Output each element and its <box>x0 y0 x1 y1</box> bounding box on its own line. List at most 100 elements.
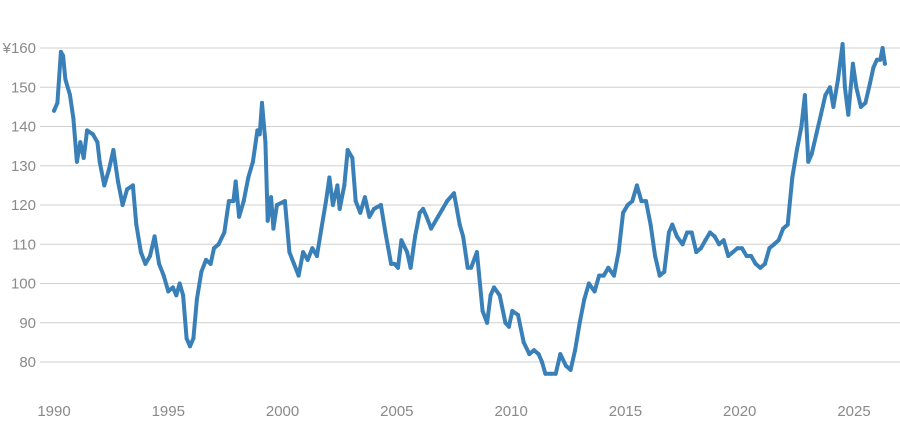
data-point <box>330 203 335 207</box>
data-point <box>327 175 332 180</box>
data-point <box>828 85 832 90</box>
data-point <box>335 183 340 188</box>
data-point <box>568 367 573 372</box>
data-point <box>399 238 404 243</box>
data-point <box>840 42 845 47</box>
data-point <box>367 214 372 219</box>
data-point <box>424 214 429 219</box>
data-point <box>726 254 731 258</box>
data-point <box>653 254 658 258</box>
data-point <box>188 344 192 349</box>
data-point <box>553 371 558 376</box>
data-point <box>421 206 426 211</box>
data-point <box>296 273 301 278</box>
data-point <box>823 93 828 98</box>
data-point <box>383 230 388 235</box>
data-point <box>417 210 422 215</box>
data-point <box>345 148 350 152</box>
gridlines <box>40 47 900 363</box>
x-tick-label: 1990 <box>37 403 70 420</box>
data-point <box>389 261 394 266</box>
data-point <box>744 254 749 258</box>
data-point <box>97 159 102 164</box>
data-point <box>488 293 493 298</box>
data-point <box>850 61 855 66</box>
data-point <box>138 250 143 255</box>
data-point <box>666 230 671 235</box>
y-tick-label: 100 <box>11 276 36 293</box>
data-point <box>753 261 758 266</box>
data-point <box>237 214 242 219</box>
data-point <box>540 360 544 364</box>
data-point <box>630 199 635 204</box>
data-point <box>74 159 79 164</box>
data-point <box>319 226 324 231</box>
x-tick-label: 2005 <box>380 403 413 420</box>
data-point <box>694 250 699 255</box>
data-point <box>648 222 653 227</box>
data-point <box>305 257 310 262</box>
data-point <box>712 234 717 239</box>
y-axis-labels: ¥160 150 140 130 120 110 100 90 80 <box>2 40 36 371</box>
data-point <box>116 179 120 184</box>
x-tick-label: 2010 <box>494 403 527 420</box>
x-tick-label: 2025 <box>837 403 870 420</box>
data-point <box>740 246 744 251</box>
data-point <box>634 183 639 188</box>
data-point <box>532 348 536 353</box>
x-tick-label: 2015 <box>609 403 642 420</box>
data-point <box>772 242 776 247</box>
data-point <box>781 226 786 231</box>
data-point <box>880 46 885 50</box>
data-point <box>806 159 811 164</box>
data-point <box>216 242 221 247</box>
data-point <box>212 246 216 251</box>
data-point <box>521 340 526 345</box>
data-point <box>372 206 376 211</box>
data-point <box>95 140 100 145</box>
data-point <box>863 100 868 105</box>
data-point <box>749 254 754 258</box>
data-point <box>350 155 355 160</box>
y-tick-label: 140 <box>11 119 36 136</box>
x-tick-label: 1995 <box>152 403 185 420</box>
data-point <box>78 140 83 145</box>
data-point <box>314 254 319 258</box>
data-point <box>358 210 363 215</box>
data-point <box>680 242 685 247</box>
y-tick-label: 150 <box>11 79 36 96</box>
data-point <box>269 195 274 200</box>
data-point <box>233 179 238 184</box>
data-point <box>858 104 863 109</box>
data-point <box>842 85 847 90</box>
data-point <box>767 246 772 251</box>
data-point <box>698 246 703 251</box>
data-point <box>222 230 227 235</box>
data-point <box>597 273 602 278</box>
data-point <box>854 85 859 90</box>
x-axis-labels: 1990 1995 2000 2005 2010 2015 2020 2025 <box>37 403 870 420</box>
data-point <box>606 265 611 270</box>
data-point <box>790 175 795 180</box>
data-point <box>194 297 199 302</box>
data-point <box>878 57 883 62</box>
data-point <box>871 65 876 70</box>
data-point <box>71 116 76 121</box>
data-point <box>573 348 578 353</box>
data-point <box>106 167 111 172</box>
data-point <box>874 57 879 62</box>
data-point <box>457 222 462 227</box>
data-point <box>120 203 125 207</box>
data-point <box>170 285 175 290</box>
data-point <box>461 234 466 239</box>
data-point <box>689 230 694 235</box>
data-point <box>510 309 515 313</box>
data-point <box>81 155 86 160</box>
data-point <box>274 203 279 207</box>
data-point <box>301 250 306 255</box>
data-point <box>148 254 152 258</box>
data-point <box>717 242 722 247</box>
data-point <box>231 199 236 204</box>
data-point <box>809 152 814 156</box>
x-tick-label: 2000 <box>266 403 299 420</box>
